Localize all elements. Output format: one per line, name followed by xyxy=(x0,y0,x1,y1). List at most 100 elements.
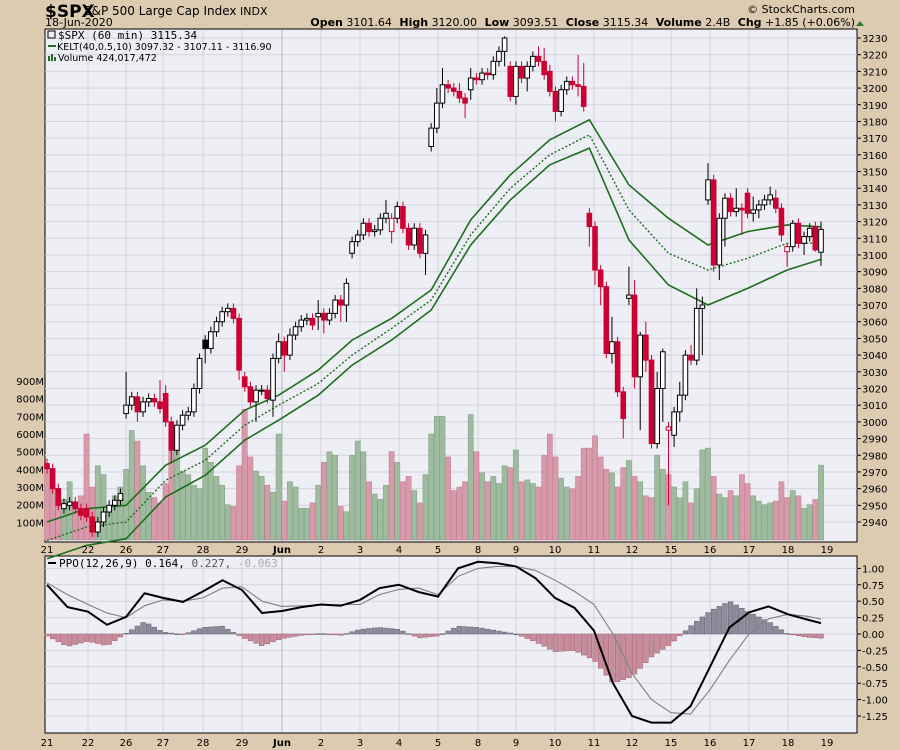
ppo-histogram-bar xyxy=(112,633,118,641)
ppo-histogram-bar xyxy=(151,626,157,635)
ppo-histogram-bar xyxy=(812,633,819,639)
candle-body xyxy=(530,55,536,67)
volume-bar xyxy=(388,451,395,541)
chart-date: 18-Jun-2020 xyxy=(45,16,113,29)
volume-bar xyxy=(473,451,480,541)
volume-bar xyxy=(580,447,587,541)
ppo-histogram-bar xyxy=(722,603,728,635)
candle-body xyxy=(83,508,90,518)
date-tick-label: 3 xyxy=(357,545,363,556)
ppo-line xyxy=(46,560,822,724)
candle-body xyxy=(614,341,621,393)
candle xyxy=(287,328,293,361)
date-tick-label: 11 xyxy=(588,545,601,556)
ppo-histogram-bar xyxy=(253,633,259,644)
volume-bar xyxy=(682,481,689,541)
ppo-histogram-bar xyxy=(72,633,78,645)
volume-bar xyxy=(377,499,384,541)
candle xyxy=(270,353,276,417)
ppo-histogram-bar xyxy=(711,608,717,635)
candle xyxy=(61,498,67,514)
volume-bar xyxy=(304,507,310,541)
ppo-histogram-bar xyxy=(705,612,711,635)
ppo-tick-label: -0.50 xyxy=(862,663,888,674)
candle-body xyxy=(117,493,124,501)
ppo-legend: PPO(12,26,9) 0.164, 0.227, -0.063 xyxy=(48,557,278,570)
candle-body xyxy=(620,391,627,420)
candle-body xyxy=(400,206,406,229)
candle-body xyxy=(479,72,485,81)
ppo-histogram-bar xyxy=(185,632,191,635)
candle-body xyxy=(665,426,672,431)
volume-bar xyxy=(597,456,604,541)
ppo-histogram-bar xyxy=(677,633,683,637)
volume-tick-label: 300M xyxy=(16,483,44,494)
candle xyxy=(343,278,350,322)
price-legend: $SPX (60 min) 3115.34 KELT(40,0.5,10) 30… xyxy=(47,29,272,64)
volume-bar xyxy=(207,462,214,541)
volume-bar xyxy=(196,488,203,541)
date-tick-label: 28 xyxy=(197,545,210,556)
candle-body xyxy=(507,65,514,97)
candle xyxy=(467,68,474,100)
candle-body xyxy=(253,389,259,403)
ppo-histogram-bar xyxy=(558,633,564,652)
ppo-histogram-bar xyxy=(366,628,372,635)
candle xyxy=(744,188,751,219)
ppo-histogram-bar xyxy=(196,628,203,635)
ppo-histogram-bar xyxy=(524,633,530,639)
candle xyxy=(196,353,203,394)
candle xyxy=(388,213,395,244)
keltner-lower-line xyxy=(46,147,822,560)
volume-bar xyxy=(490,476,497,541)
volume-bar xyxy=(287,481,293,541)
date-tick-label: 21 xyxy=(41,738,54,749)
keltner-upper-line xyxy=(46,118,822,523)
candle-body xyxy=(196,357,203,389)
candle xyxy=(128,391,135,411)
volume-bar xyxy=(213,476,220,541)
volume-bar xyxy=(479,472,485,541)
price-tick-label: 3090 xyxy=(862,268,887,279)
candle-body xyxy=(586,212,593,228)
volume-bar xyxy=(354,440,361,541)
candle-body xyxy=(490,60,497,76)
ppo-histogram-bar xyxy=(388,628,395,635)
date-tick-label: 26 xyxy=(120,738,133,749)
candle-body xyxy=(298,319,305,328)
candle xyxy=(727,193,734,217)
candle xyxy=(699,296,706,356)
candle xyxy=(411,223,418,250)
candle xyxy=(157,380,163,414)
volume-bar xyxy=(688,502,694,541)
ppo-histogram-bar xyxy=(818,633,824,639)
candle-body xyxy=(191,387,197,413)
candle-body xyxy=(773,197,779,209)
volume-bar xyxy=(643,495,649,541)
ppo-histogram-bar xyxy=(372,627,378,635)
candle xyxy=(513,61,519,105)
candle-body xyxy=(439,84,446,104)
candle xyxy=(422,229,429,275)
volume-bar xyxy=(247,456,254,541)
ppo-histogram-bar xyxy=(230,632,237,635)
candle-body xyxy=(388,217,395,233)
candle xyxy=(298,315,305,332)
ppo-tick-label: 0.50 xyxy=(862,597,884,608)
ppo-histogram-bar xyxy=(750,614,756,635)
candle-body xyxy=(185,411,192,416)
volume-bar xyxy=(450,490,457,541)
candle xyxy=(123,371,129,419)
candle-body xyxy=(806,227,813,238)
close-label: Close xyxy=(566,16,599,29)
candle xyxy=(134,391,141,422)
candle-body xyxy=(230,307,237,319)
volume-bar xyxy=(592,435,598,541)
volume-bar xyxy=(253,470,259,541)
price-tick-label: 3050 xyxy=(862,334,887,345)
candle-body xyxy=(270,357,276,401)
ppo-histogram-bar xyxy=(298,633,304,636)
volume-tick-label: 100M xyxy=(16,518,44,529)
volume-bar xyxy=(767,502,774,541)
ppo-histogram-bar xyxy=(575,633,581,653)
